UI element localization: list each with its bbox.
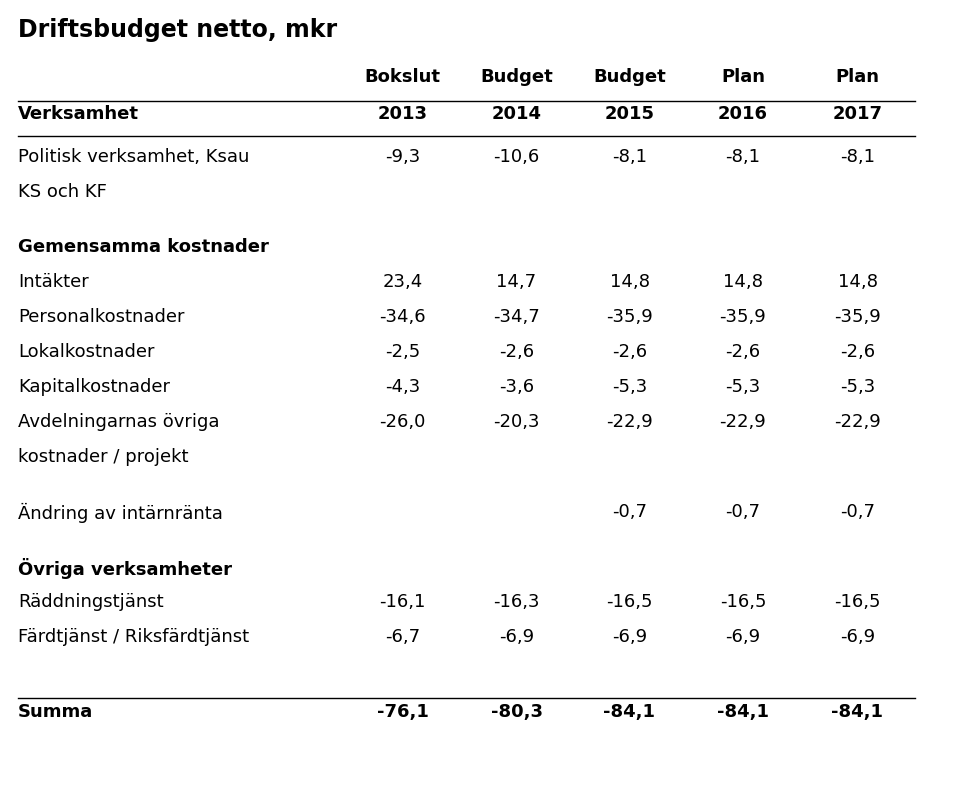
Text: 2017: 2017: [832, 105, 882, 123]
Text: -84,1: -84,1: [717, 703, 769, 721]
Text: -3,6: -3,6: [499, 378, 534, 396]
Text: -35,9: -35,9: [834, 308, 881, 326]
Text: Avdelningarnas övriga: Avdelningarnas övriga: [18, 413, 220, 431]
Text: -22,9: -22,9: [834, 413, 881, 431]
Text: 23,4: 23,4: [382, 273, 422, 291]
Text: -35,9: -35,9: [720, 308, 766, 326]
Text: Gemensamma kostnader: Gemensamma kostnader: [18, 238, 269, 256]
Text: 2016: 2016: [718, 105, 768, 123]
Text: -16,5: -16,5: [607, 593, 653, 611]
Text: -6,9: -6,9: [612, 628, 647, 646]
Text: -20,3: -20,3: [493, 413, 540, 431]
Text: Plan: Plan: [721, 68, 765, 86]
Text: -10,6: -10,6: [493, 148, 540, 166]
Text: Driftsbudget netto, mkr: Driftsbudget netto, mkr: [18, 18, 337, 42]
Text: Färdtjänst / Riksfärdtjänst: Färdtjänst / Riksfärdtjänst: [18, 628, 250, 646]
Text: -6,7: -6,7: [385, 628, 420, 646]
Text: -2,6: -2,6: [840, 343, 876, 361]
Text: -5,3: -5,3: [840, 378, 876, 396]
Text: -2,6: -2,6: [612, 343, 647, 361]
Text: -16,5: -16,5: [720, 593, 766, 611]
Text: Personalkostnader: Personalkostnader: [18, 308, 184, 326]
Text: -22,9: -22,9: [720, 413, 766, 431]
Text: 2014: 2014: [492, 105, 541, 123]
Text: -5,3: -5,3: [612, 378, 647, 396]
Text: -16,1: -16,1: [379, 593, 425, 611]
Text: Kapitalkostnader: Kapitalkostnader: [18, 378, 170, 396]
Text: -0,7: -0,7: [612, 503, 647, 521]
Text: -84,1: -84,1: [604, 703, 656, 721]
Text: KS och KF: KS och KF: [18, 183, 107, 201]
Text: -34,6: -34,6: [379, 308, 426, 326]
Text: -6,9: -6,9: [726, 628, 760, 646]
Text: -16,5: -16,5: [834, 593, 880, 611]
Text: Verksamhet: Verksamhet: [18, 105, 139, 123]
Text: 2015: 2015: [605, 105, 655, 123]
Text: -80,3: -80,3: [491, 703, 542, 721]
Text: -2,6: -2,6: [726, 343, 760, 361]
Text: Plan: Plan: [835, 68, 879, 86]
Text: -16,3: -16,3: [493, 593, 540, 611]
Text: -2,5: -2,5: [385, 343, 420, 361]
Text: Bokslut: Bokslut: [365, 68, 441, 86]
Text: 2013: 2013: [377, 105, 427, 123]
Text: -22,9: -22,9: [606, 413, 653, 431]
Text: -34,7: -34,7: [493, 308, 540, 326]
Text: -35,9: -35,9: [606, 308, 653, 326]
Text: 14,8: 14,8: [837, 273, 877, 291]
Text: -8,1: -8,1: [840, 148, 875, 166]
Text: -4,3: -4,3: [385, 378, 420, 396]
Text: -26,0: -26,0: [379, 413, 425, 431]
Text: Budget: Budget: [593, 68, 666, 86]
Text: -8,1: -8,1: [612, 148, 647, 166]
Text: 14,8: 14,8: [723, 273, 763, 291]
Text: 14,8: 14,8: [610, 273, 650, 291]
Text: Budget: Budget: [480, 68, 553, 86]
Text: -84,1: -84,1: [831, 703, 883, 721]
Text: 14,7: 14,7: [496, 273, 537, 291]
Text: -9,3: -9,3: [385, 148, 420, 166]
Text: Intäkter: Intäkter: [18, 273, 88, 291]
Text: kostnader / projekt: kostnader / projekt: [18, 448, 188, 466]
Text: -6,9: -6,9: [840, 628, 876, 646]
Text: Lokalkostnader: Lokalkostnader: [18, 343, 155, 361]
Text: -2,6: -2,6: [499, 343, 534, 361]
Text: Ändring av intärnränta: Ändring av intärnränta: [18, 503, 223, 523]
Text: -0,7: -0,7: [726, 503, 760, 521]
Text: -6,9: -6,9: [499, 628, 534, 646]
Text: Politisk verksamhet, Ksau: Politisk verksamhet, Ksau: [18, 148, 250, 166]
Text: Summa: Summa: [18, 703, 93, 721]
Text: -0,7: -0,7: [840, 503, 875, 521]
Text: Övriga verksamheter: Övriga verksamheter: [18, 558, 232, 579]
Text: -5,3: -5,3: [726, 378, 760, 396]
Text: Räddningstjänst: Räddningstjänst: [18, 593, 163, 611]
Text: -76,1: -76,1: [376, 703, 428, 721]
Text: -8,1: -8,1: [726, 148, 760, 166]
